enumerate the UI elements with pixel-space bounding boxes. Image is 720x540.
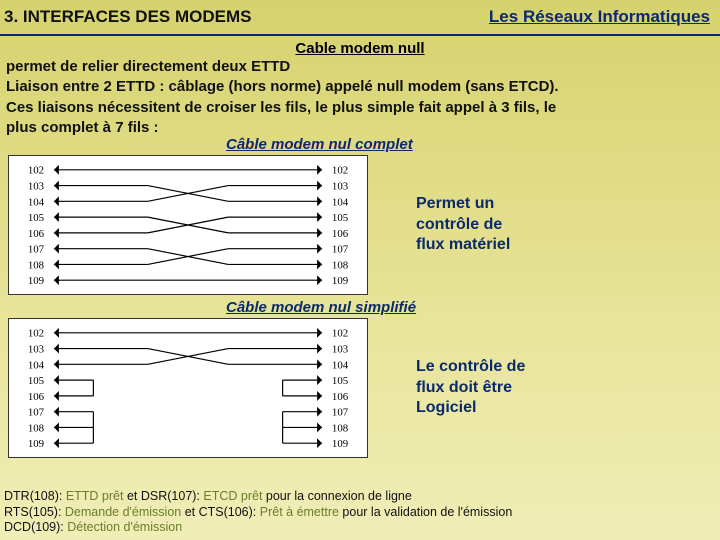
- caption-complet-l2: contrôle de: [416, 216, 502, 233]
- svg-text:102: 102: [332, 165, 348, 177]
- footer-legend: DTR(108): ETTD prêt et DSR(107): ETCD pr…: [4, 489, 716, 536]
- svg-text:102: 102: [28, 328, 44, 340]
- svg-text:105: 105: [332, 212, 348, 224]
- svg-text:104: 104: [28, 359, 45, 371]
- svg-text:109: 109: [28, 275, 44, 287]
- para-line-1: permet de relier directement deux ETTD: [6, 58, 290, 75]
- svg-text:103: 103: [332, 344, 348, 356]
- row-complet: 102 102 103 103 104 104 105 105 106 106 107 107 108 1…: [0, 155, 720, 295]
- svg-text:109: 109: [28, 438, 44, 450]
- svg-text:104: 104: [332, 359, 349, 371]
- section-title: 3. INTERFACES DES MODEMS: [4, 7, 251, 27]
- svg-text:104: 104: [332, 196, 349, 208]
- svg-text:106: 106: [28, 228, 45, 240]
- footer-line-1: DTR(108): ETTD prêt et DSR(107): ETCD pr…: [4, 489, 716, 505]
- svg-text:102: 102: [332, 328, 348, 340]
- caption-complet: Permet un contrôle de flux matériel: [388, 194, 510, 256]
- svg-text:108: 108: [28, 259, 44, 271]
- svg-text:103: 103: [28, 181, 44, 193]
- subtitle-main: Cable modem null: [0, 40, 720, 57]
- caption-simplifie-l2: flux doit être: [416, 379, 512, 396]
- subtitle-simplifie: Câble modem nul simplifié: [226, 299, 720, 316]
- svg-text:107: 107: [28, 244, 45, 256]
- svg-text:108: 108: [28, 422, 44, 434]
- svg-text:109: 109: [332, 438, 348, 450]
- svg-text:106: 106: [332, 391, 349, 403]
- caption-complet-l3: flux matériel: [416, 236, 510, 253]
- footer-line-2: RTS(105): Demande d'émission et CTS(106)…: [4, 505, 716, 521]
- svg-text:108: 108: [332, 422, 348, 434]
- svg-text:105: 105: [28, 212, 44, 224]
- brand-title: Les Réseaux Informatiques: [489, 7, 710, 27]
- para-line-3: Ces liaisons nécessitent de croiser les …: [6, 99, 556, 116]
- svg-text:108: 108: [332, 259, 348, 271]
- svg-text:105: 105: [28, 375, 44, 387]
- caption-simplifie-l1: Le contrôle de: [416, 358, 525, 375]
- footer-line-3: DCD(109): Détection d'émission: [4, 520, 716, 536]
- diagram-simplifie: 102 102 103 103 104 104 105 105 106 106 107 107 108 1…: [8, 318, 368, 458]
- svg-text:105: 105: [332, 375, 348, 387]
- svg-text:103: 103: [28, 344, 44, 356]
- svg-text:104: 104: [28, 196, 45, 208]
- svg-text:109: 109: [332, 275, 348, 287]
- slide: 3. INTERFACES DES MODEMS Les Réseaux Inf…: [0, 0, 720, 540]
- diagram-complet: 102 102 103 103 104 104 105 105 106 106 107 107 108 1…: [8, 155, 368, 295]
- para-line-2: Liaison entre 2 ETTD : câblage (hors nor…: [6, 78, 559, 95]
- svg-text:103: 103: [332, 181, 348, 193]
- svg-text:107: 107: [332, 244, 349, 256]
- para-line-4: plus complet à 7 fils :: [6, 119, 159, 136]
- svg-text:102: 102: [28, 165, 44, 177]
- svg-text:106: 106: [332, 228, 349, 240]
- caption-simplifie-l3: Logiciel: [416, 399, 476, 416]
- svg-text:107: 107: [28, 407, 45, 419]
- intro-paragraph: permet de relier directement deux ETTD L…: [0, 57, 720, 138]
- row-simplifie: 102 102 103 103 104 104 105 105 106 106 107 107 108 1…: [0, 318, 720, 458]
- svg-text:107: 107: [332, 407, 349, 419]
- subtitle-complet: Câble modem nul complet: [226, 136, 720, 153]
- caption-complet-l1: Permet un: [416, 195, 494, 212]
- svg-text:106: 106: [28, 391, 45, 403]
- header-bar: 3. INTERFACES DES MODEMS Les Réseaux Inf…: [0, 0, 720, 36]
- caption-simplifie: Le contrôle de flux doit être Logiciel: [388, 357, 525, 419]
